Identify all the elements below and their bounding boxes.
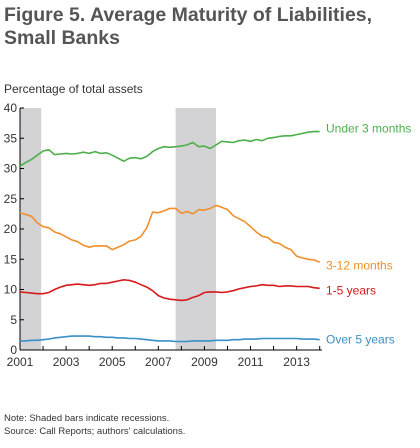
series-label-1-5-years: 1-5 years [326,284,376,298]
x-tick-label-2005: 2005 [99,355,126,369]
series-line-1-5-years [19,279,320,302]
figure-title: Figure 5. Average Maturity of Liabilitie… [4,4,414,50]
figure-notes: Note: Shaded bars indicate recessions. S… [4,412,185,438]
figure-title-line-1: Figure 5. Average Maturity of Liabilitie… [4,4,373,26]
x-tick-label-2007: 2007 [145,355,172,369]
x-tick-label-2013: 2013 [283,355,310,369]
y-tick-label-40: 40 [4,101,18,115]
series-label-under-3-months: Under 3 months [326,122,411,136]
x-tick-label-2009: 2009 [191,355,218,369]
x-tick-label-2001: 2001 [7,355,34,369]
series-lines [19,130,321,343]
figure-title-line-2: Small Banks [4,27,120,49]
note-recessions: Note: Shaded bars indicate recessions. [4,413,170,424]
y-tick-label-35: 35 [4,131,18,145]
y-tick-label-0: 0 [10,343,17,357]
series-labels: Under 3 months 3-12 months 1-5 years Over 5… [326,122,411,347]
y-tick-label-25: 25 [4,192,18,206]
series-line-3-12-months [19,204,321,264]
line-chart: 0 5 10 15 20 25 30 35 40 2001 2003 2005 2007 2009 2011… [4,101,412,369]
x-tick-label-2011: 2011 [238,355,264,369]
axes: 0 5 10 15 20 25 30 35 40 2001 2003 2005 2007 2009 2011… [4,101,322,369]
y-tick-label-15: 15 [4,252,18,266]
recession-band-1 [20,108,42,350]
series-line-under-3-months [19,130,320,167]
y-tick-label-10: 10 [4,283,18,297]
series-line-over-5-years [20,335,320,343]
y-tick-label-20: 20 [4,222,18,236]
series-label-3-12-months: 3-12 months [326,258,393,272]
y-tick-label-30: 30 [4,162,18,176]
y-axis-title: Percentage of total assets [4,82,143,96]
y-tick-label-5: 5 [10,313,17,327]
note-source: Source: Call Reports; authors' calculati… [4,426,186,437]
x-tick-label-2003: 2003 [53,355,80,369]
series-label-over-5-years: Over 5 years [326,333,395,347]
